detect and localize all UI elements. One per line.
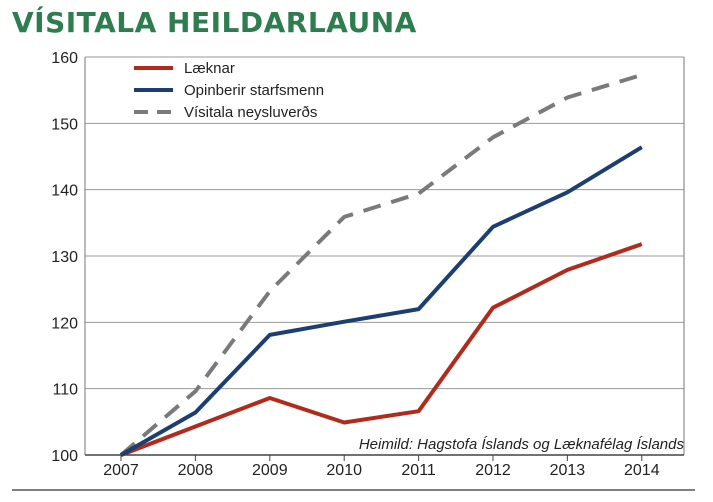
y-tick-label-160: 160 xyxy=(51,50,78,67)
x-tick-label-2008: 2008 xyxy=(178,462,214,479)
x-tick-label-2014: 2014 xyxy=(624,462,660,479)
y-tick-label-150: 150 xyxy=(51,116,78,133)
series-line-2 xyxy=(119,72,643,457)
x-tick-label-2012: 2012 xyxy=(475,462,511,479)
source-note: Heimild: Hagstofa Íslands og Læknafélag … xyxy=(359,436,685,453)
y-tick-label-120: 120 xyxy=(51,315,78,332)
x-axis-ticks: 2007 2008 2009 2010 2011 2012 2013 2014 xyxy=(103,455,660,479)
y-tick-label-130: 130 xyxy=(51,249,78,266)
chart-title: VÍSITALA HEILDARLAUNA xyxy=(12,6,417,39)
x-tick-label-2013: 2013 xyxy=(550,462,586,479)
series-line-0 xyxy=(120,242,643,457)
legend-label-1: Opinberir starfsmenn xyxy=(184,82,324,99)
x-tick-label-2007: 2007 xyxy=(103,462,139,479)
axes xyxy=(12,56,695,491)
gridlines xyxy=(85,56,684,390)
x-tick-label-2010: 2010 xyxy=(326,462,362,479)
y-tick-label-100: 100 xyxy=(51,448,78,465)
x-tick-label-2009: 2009 xyxy=(252,462,288,479)
y-axis-ticks: 100 110 120 130 140 150 160 xyxy=(51,50,78,465)
x-tick-label-2011: 2011 xyxy=(401,462,436,479)
y-tick-label-140: 140 xyxy=(51,183,78,200)
legend: Læknar Opinberir starfsmenn Vísitala neysl… xyxy=(134,60,324,121)
y-tick-label-110: 110 xyxy=(52,382,78,399)
legend-label-2: Vísitala neysluverðs xyxy=(184,104,317,121)
legend-label-0: Læknar xyxy=(184,60,235,77)
series-line-1 xyxy=(120,145,643,457)
series-lines xyxy=(119,72,643,457)
